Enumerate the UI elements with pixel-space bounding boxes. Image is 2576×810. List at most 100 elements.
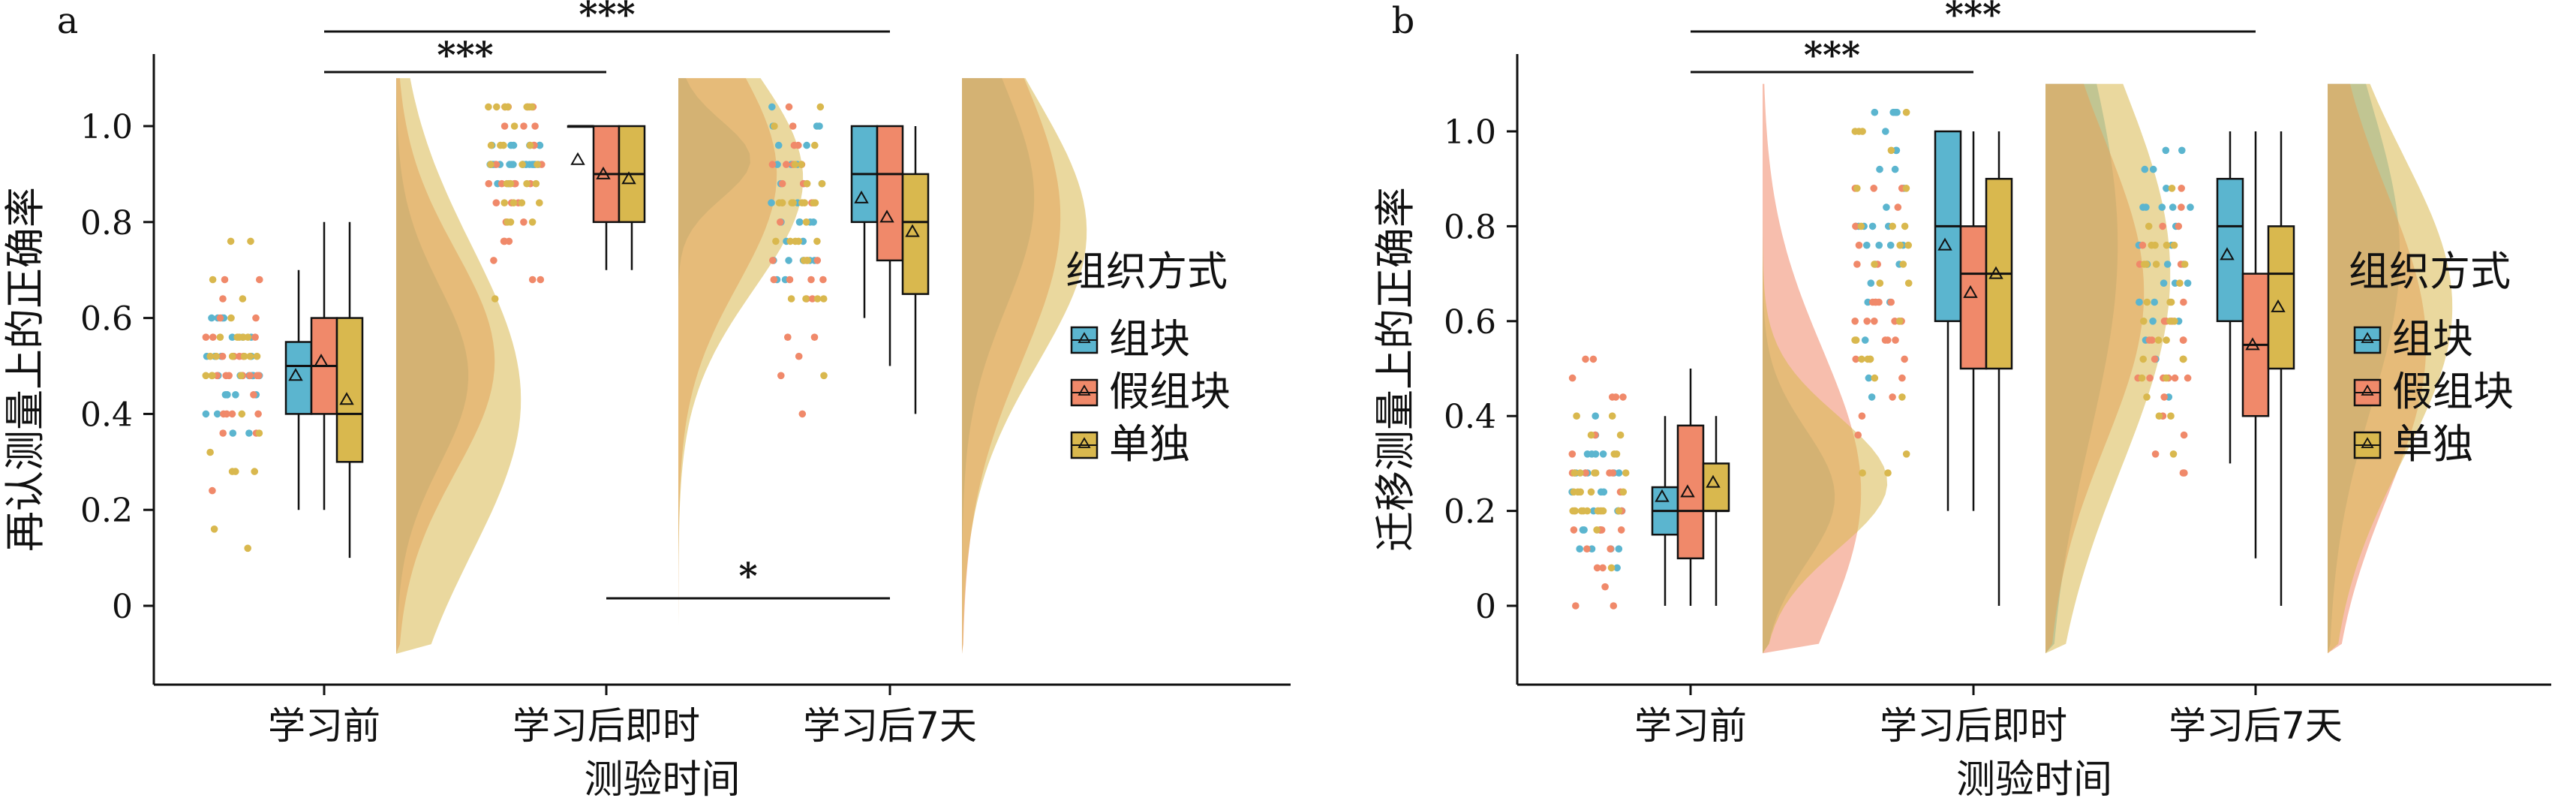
mean-marker [1937,237,1952,251]
raw-point [2180,355,2187,363]
raw-point [2140,318,2148,325]
raw-point [1569,507,1577,515]
raw-point [209,276,217,284]
x-axis-title: 测验时间 [1956,757,2112,802]
y-tick-label: 0.2 [80,492,133,530]
box [901,173,930,295]
raw-point [777,218,784,226]
raw-point [219,429,227,437]
raw-point [202,410,210,418]
raw-point [202,333,210,342]
raw-point [1876,165,1883,173]
raw-point [774,161,781,168]
raw-point [1895,318,1904,325]
raw-point [2160,279,2168,288]
y-tick-label: 0.6 [80,300,133,339]
raw-point [232,468,239,475]
raw-point [1863,241,1871,249]
raw-point [790,141,798,149]
mean-marker [621,171,636,185]
significance-label: *** [579,0,635,36]
raw-point [256,276,263,284]
raw-point [820,372,828,380]
raw-point [1574,488,1582,496]
raw-point [1870,185,1877,192]
raw-point [227,237,235,245]
mean-marker [1988,266,2003,279]
raw-point [492,199,500,207]
raw-point [491,295,499,303]
raw-point [1607,564,1616,572]
raw-point [802,218,810,226]
raw-point [1898,374,1906,382]
raw-point [500,199,508,207]
raw-point [1892,336,1899,344]
raw-point [246,352,254,360]
raw-point [2180,298,2187,306]
box [2216,177,2244,323]
legend-title: 组织方式 [2349,248,2511,295]
raw-point [2175,222,2183,230]
raw-point [253,372,261,380]
raw-point [2143,298,2151,306]
panel-label: b [1392,0,1415,42]
raw-point [531,122,539,130]
raw-point [2142,203,2150,211]
raw-point [1858,412,1866,420]
raw-point [1615,507,1623,515]
density-cloud [2045,83,2171,654]
raw-point [1902,185,1910,192]
raw-point [1573,412,1580,420]
raw-point [786,237,794,245]
raw-point [2146,374,2154,382]
raw-point [228,352,236,360]
raw-point [1875,241,1883,249]
raw-point [245,429,253,437]
density-cloud [396,78,522,654]
raw-point [2149,318,2157,325]
raw-point [803,141,810,149]
raw-point [1881,336,1889,344]
raw-point [1613,564,1621,572]
raw-point [778,179,786,188]
raw-point [229,429,237,437]
raw-point [216,314,224,322]
raw-point [810,218,817,226]
raw-point [1582,469,1589,477]
raw-point [818,179,826,188]
raw-point [2181,260,2189,268]
raw-point [2178,185,2185,192]
raw-point [253,352,261,360]
raw-point [783,161,790,168]
raw-point [232,391,239,399]
x-tick-label: 学习后7天 [2169,704,2343,748]
raw-point [1858,355,1865,363]
raw-point [1871,260,1878,268]
raw-point [2180,336,2187,344]
raw-point [787,295,795,303]
raw-point [1853,260,1861,268]
raw-point [2171,374,2179,382]
mean-marker [314,354,329,367]
raw-point [1891,165,1899,173]
raw-point [1619,393,1627,401]
raw-point [228,333,236,342]
raw-point [1576,545,1583,553]
raw-point [1852,222,1859,230]
raw-point [1851,318,1859,325]
significance-label: * [738,556,757,598]
mean-marker [339,392,354,405]
raw-point [1902,108,1910,116]
raw-point [1857,222,1865,230]
raw-point [1593,564,1601,572]
legend-title: 组织方式 [1066,248,1228,295]
raw-point [2139,241,2147,249]
raw-point [800,257,808,264]
raw-point [206,352,215,360]
raw-point [1868,222,1877,230]
raw-point [255,429,263,437]
raw-point [525,103,534,111]
x-tick-label: 学习后7天 [803,704,977,748]
